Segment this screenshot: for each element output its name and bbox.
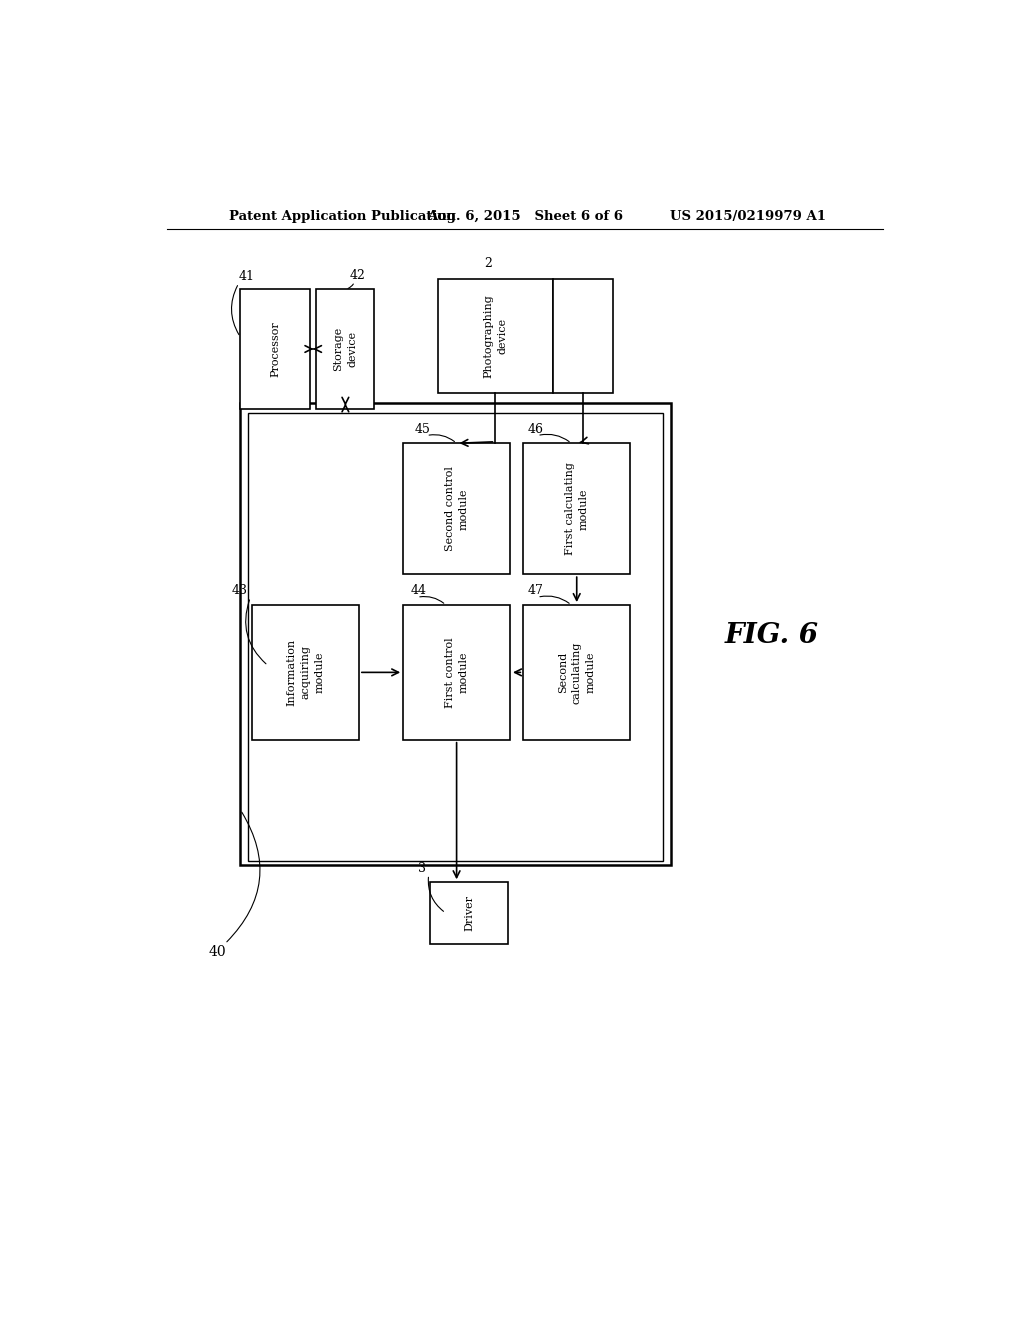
Text: 45: 45 bbox=[415, 422, 431, 436]
Text: 42: 42 bbox=[349, 268, 366, 281]
Bar bbox=[430, 882, 508, 944]
Text: Photographing
device: Photographing device bbox=[483, 294, 507, 378]
Bar bbox=[523, 605, 630, 739]
Text: Aug. 6, 2015   Sheet 6 of 6: Aug. 6, 2015 Sheet 6 of 6 bbox=[427, 210, 623, 223]
Text: 43: 43 bbox=[232, 585, 248, 598]
Text: 3: 3 bbox=[419, 862, 426, 875]
Text: 46: 46 bbox=[527, 422, 543, 436]
Text: US 2015/0219979 A1: US 2015/0219979 A1 bbox=[670, 210, 825, 223]
Bar bbox=[252, 605, 359, 739]
Text: Second control
module: Second control module bbox=[444, 466, 469, 552]
Text: First control
module: First control module bbox=[444, 638, 469, 708]
Text: 47: 47 bbox=[527, 585, 543, 598]
Bar bbox=[403, 444, 510, 574]
Bar bbox=[403, 605, 510, 739]
Bar bbox=[248, 413, 663, 861]
Text: 2: 2 bbox=[483, 257, 492, 271]
Text: Second
calculating
module: Second calculating module bbox=[558, 642, 596, 704]
Text: Driver: Driver bbox=[464, 895, 474, 931]
Bar bbox=[241, 289, 310, 409]
Bar bbox=[316, 289, 375, 409]
Bar bbox=[241, 404, 671, 866]
Bar bbox=[523, 444, 630, 574]
Text: Storage
device: Storage device bbox=[334, 327, 357, 371]
Bar bbox=[438, 280, 553, 393]
Text: 41: 41 bbox=[239, 271, 255, 284]
Text: 40: 40 bbox=[208, 945, 226, 958]
Text: First calculating
module: First calculating module bbox=[564, 462, 589, 556]
Text: Processor: Processor bbox=[270, 321, 281, 376]
Bar bbox=[553, 280, 613, 393]
Text: 44: 44 bbox=[411, 585, 427, 598]
Text: Patent Application Publication: Patent Application Publication bbox=[228, 210, 456, 223]
Text: FIG. 6: FIG. 6 bbox=[724, 622, 818, 649]
Text: Information
acquiring
module: Information acquiring module bbox=[287, 639, 325, 706]
